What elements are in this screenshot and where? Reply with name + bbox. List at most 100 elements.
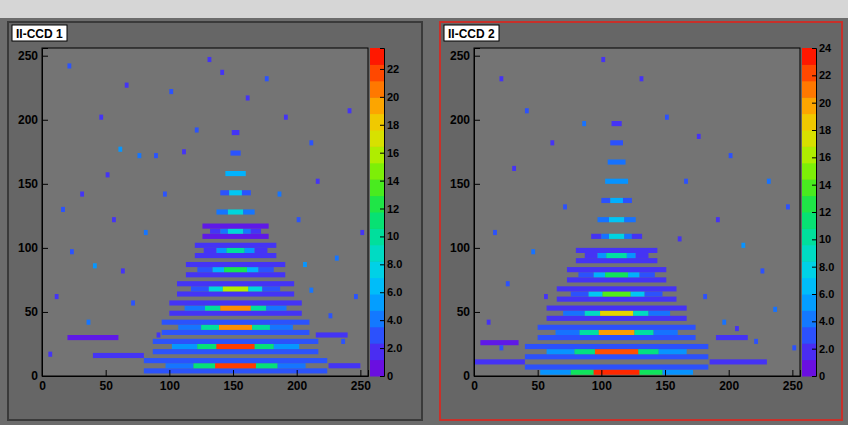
color-bar-step	[370, 146, 384, 163]
cell	[544, 294, 548, 299]
color-bar-step	[802, 163, 816, 180]
cell	[210, 229, 220, 234]
cell	[531, 249, 535, 254]
cell	[578, 272, 593, 277]
cell	[230, 151, 240, 156]
cell	[598, 217, 609, 222]
color-bar-step	[370, 278, 384, 295]
axis-line	[812, 49, 817, 377]
tick: 2.0	[380, 342, 402, 354]
cell	[244, 248, 254, 253]
tick: 12	[380, 203, 399, 215]
cell	[525, 108, 529, 113]
tick: 250	[18, 49, 48, 63]
cell	[716, 335, 748, 340]
tick-mark	[601, 370, 602, 376]
tick-label: 250	[450, 49, 470, 63]
yticks-axis: 050100150200250	[450, 49, 480, 384]
tick-mark	[474, 120, 480, 121]
tick: 100	[450, 241, 480, 255]
cell	[329, 363, 361, 368]
cell	[125, 83, 129, 88]
cell	[659, 349, 687, 354]
tick-label: 22	[387, 63, 399, 75]
cell	[710, 359, 767, 364]
cell	[197, 344, 216, 349]
axis-line	[43, 370, 369, 377]
tick: 16	[812, 151, 831, 163]
tick-mark	[42, 312, 48, 313]
tick: 24	[812, 42, 832, 54]
zticks-axis: 02.04.06.08.010121416182022	[380, 49, 402, 383]
tick-label: 150	[450, 177, 470, 191]
toolbar-strip	[0, 0, 848, 18]
tick-label: 4.0	[819, 315, 834, 327]
cell	[284, 115, 288, 120]
tick-label: 100	[592, 379, 612, 393]
cell	[118, 147, 122, 152]
tick: 18	[812, 124, 831, 136]
cell	[185, 306, 205, 311]
tick-label: 200	[719, 379, 739, 393]
cell	[609, 217, 624, 222]
color-bar-step	[802, 278, 816, 295]
cells	[48, 57, 364, 373]
cell	[585, 253, 598, 258]
cell	[525, 354, 708, 359]
tick-label: 50	[99, 379, 113, 393]
cell	[80, 192, 84, 197]
color-bar-step	[802, 310, 816, 327]
cell	[256, 363, 278, 368]
tick: 0	[31, 369, 48, 383]
cell	[106, 172, 110, 177]
color-bar-step	[802, 343, 816, 360]
cell	[228, 229, 243, 234]
tick-mark	[380, 376, 384, 377]
tick-mark	[380, 320, 384, 321]
color-bar-step	[802, 261, 816, 278]
tick-label: 2.0	[819, 343, 834, 355]
tick-label: 200	[450, 113, 470, 127]
tick-mark	[360, 370, 361, 376]
color-bar-step	[370, 179, 384, 196]
cell	[266, 306, 286, 311]
cell	[547, 306, 687, 311]
cell	[610, 198, 623, 203]
cell	[220, 229, 228, 234]
tick-mark	[665, 370, 666, 376]
tick: 200	[450, 113, 480, 127]
cell	[538, 335, 696, 340]
tick: 16	[380, 147, 399, 159]
cell	[215, 363, 256, 368]
cell	[580, 330, 599, 335]
cell	[162, 330, 310, 335]
tick-label: 24	[819, 42, 832, 54]
tick-mark	[380, 153, 384, 154]
cell	[525, 364, 708, 369]
cell	[640, 272, 655, 277]
cell	[341, 339, 345, 344]
cell	[205, 306, 220, 311]
cell	[208, 57, 212, 62]
cell	[216, 209, 227, 214]
cell	[499, 76, 503, 81]
cell	[204, 248, 217, 253]
cell	[601, 198, 610, 203]
tick: 100	[160, 370, 180, 393]
cell	[270, 325, 293, 330]
cell	[67, 63, 71, 68]
tick-mark	[42, 184, 48, 185]
cell	[182, 149, 186, 154]
xticks-axis: 050100150200250	[471, 370, 803, 393]
cell	[248, 286, 262, 291]
cell	[601, 57, 605, 62]
color-bar-step	[802, 130, 816, 147]
cell	[563, 204, 567, 209]
tick-label: 150	[656, 379, 676, 393]
tick-mark	[812, 130, 816, 131]
cell	[232, 130, 240, 135]
tick: 22	[812, 69, 831, 81]
cell	[594, 272, 605, 277]
tick-mark	[812, 75, 816, 76]
title: II-CCD 2	[448, 27, 495, 41]
